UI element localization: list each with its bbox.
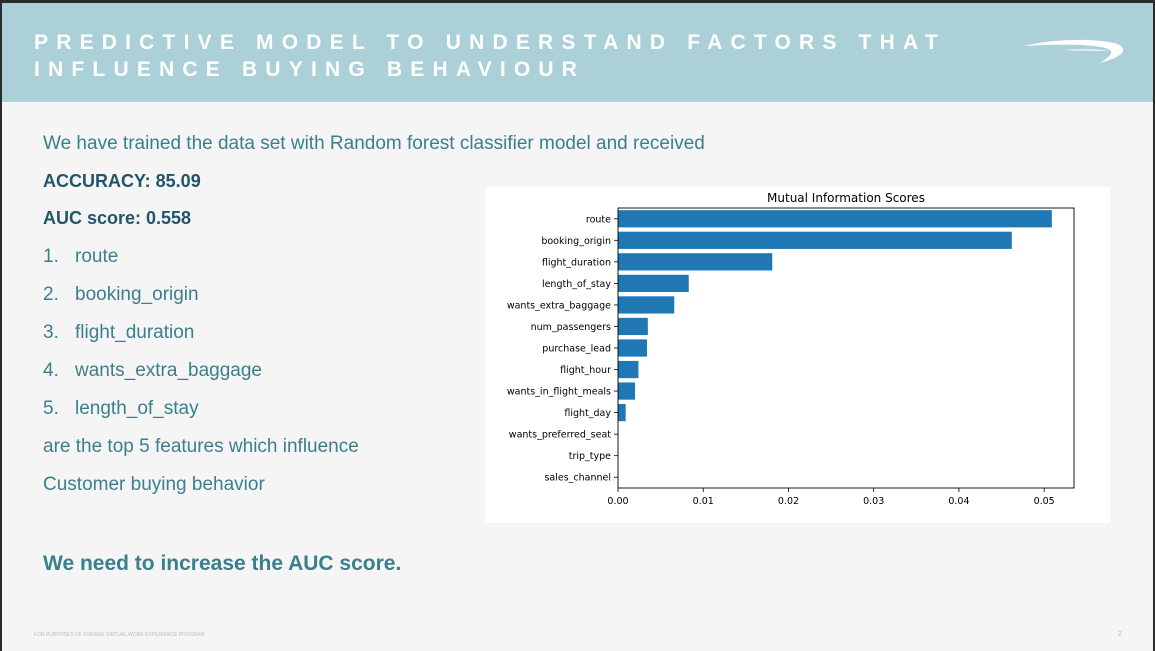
feature-number: 1. xyxy=(43,246,59,267)
feature-number: 5. xyxy=(43,398,59,419)
slide: PREDICTIVE MODEL TO UNDERSTAND FACTORS T… xyxy=(2,3,1153,651)
y-tick-label: route xyxy=(586,214,611,225)
x-tick-label: 0.03 xyxy=(863,496,884,507)
chart-bar xyxy=(618,317,648,336)
intro-text: We have trained the data set with Random… xyxy=(43,133,705,154)
page-number: 2 xyxy=(1118,631,1122,638)
feature-item: 5. length_of_stay xyxy=(43,398,199,420)
feature-number: 4. xyxy=(43,360,59,381)
x-tick-label: 0.05 xyxy=(1034,496,1055,507)
y-tick-label: flight_hour xyxy=(560,365,611,376)
y-tick-label: wants_in_flight_meals xyxy=(507,387,611,398)
feature-item: 2. booking_origin xyxy=(43,284,199,306)
feature-label: wants_extra_baggage xyxy=(75,360,262,381)
y-tick-label: wants_extra_baggage xyxy=(507,300,611,311)
chart-bar xyxy=(618,253,773,271)
chart-bar xyxy=(618,339,647,357)
summary-line-1: are the top 5 features which influence xyxy=(43,436,359,457)
y-tick-label: wants_preferred_seat xyxy=(509,430,611,441)
chart-bar xyxy=(618,404,626,422)
y-tick-label: num_passengers xyxy=(531,322,611,333)
feature-item: 1. route xyxy=(43,246,118,268)
chart-bar xyxy=(618,382,636,400)
x-tick-label: 0.00 xyxy=(607,496,628,507)
title-line-2: INFLUENCE BUYING BEHAVIOUR xyxy=(34,58,586,81)
chart-axes-frame xyxy=(617,207,1075,489)
slide-header: PREDICTIVE MODEL TO UNDERSTAND FACTORS T… xyxy=(2,3,1153,102)
feature-label: route xyxy=(75,246,119,267)
y-tick-label: sales_channel xyxy=(544,473,611,484)
chart-svg: Mutual Information Scores route booking_or… xyxy=(507,191,1075,507)
x-tick-label: 0.04 xyxy=(948,496,969,507)
chart-bar xyxy=(618,231,1012,249)
chart-bar xyxy=(618,210,1052,228)
call-to-action: We need to increase the AUC score. xyxy=(43,552,402,575)
mutual-information-chart: Mutual Information Scores route booking_or… xyxy=(485,187,1110,523)
y-tick-label: flight_duration xyxy=(542,257,611,268)
auc-metric: AUC score: 0.558 xyxy=(43,208,192,228)
y-tick-label: length_of_stay xyxy=(542,279,611,290)
chart-bar xyxy=(618,296,675,314)
feature-label: booking_origin xyxy=(75,284,199,305)
feature-item: 4. wants_extra_baggage xyxy=(43,360,262,382)
x-tick-label: 0.01 xyxy=(693,496,714,507)
feature-number: 3. xyxy=(43,322,59,343)
feature-item: 3. flight_duration xyxy=(43,322,194,344)
y-tick-label: purchase_lead xyxy=(542,344,611,355)
y-tick-label: flight_day xyxy=(564,408,611,419)
title-line-1: PREDICTIVE MODEL TO UNDERSTAND FACTORS T… xyxy=(34,31,946,54)
chart-title: Mutual Information Scores xyxy=(767,191,925,205)
y-tick-label: trip_type xyxy=(569,451,611,462)
feature-label: flight_duration xyxy=(75,322,195,343)
chart-bar xyxy=(618,274,689,292)
y-tick-label: booking_origin xyxy=(541,236,611,247)
chart-bar xyxy=(618,360,639,379)
footer-text: FOR PURPOSES OF FORAGE VIRTUAL WORK EXPE… xyxy=(34,632,205,638)
feature-number: 2. xyxy=(43,284,59,305)
x-tick-label: 0.02 xyxy=(778,496,799,507)
accuracy-metric: ACCURACY: 85.09 xyxy=(43,171,201,191)
speedmarque-logo-icon xyxy=(1024,39,1124,63)
slide-title: PREDICTIVE MODEL TO UNDERSTAND FACTORS T… xyxy=(34,29,946,83)
feature-label: length_of_stay xyxy=(75,398,199,419)
summary-line-2: Customer buying behavior xyxy=(43,474,265,495)
